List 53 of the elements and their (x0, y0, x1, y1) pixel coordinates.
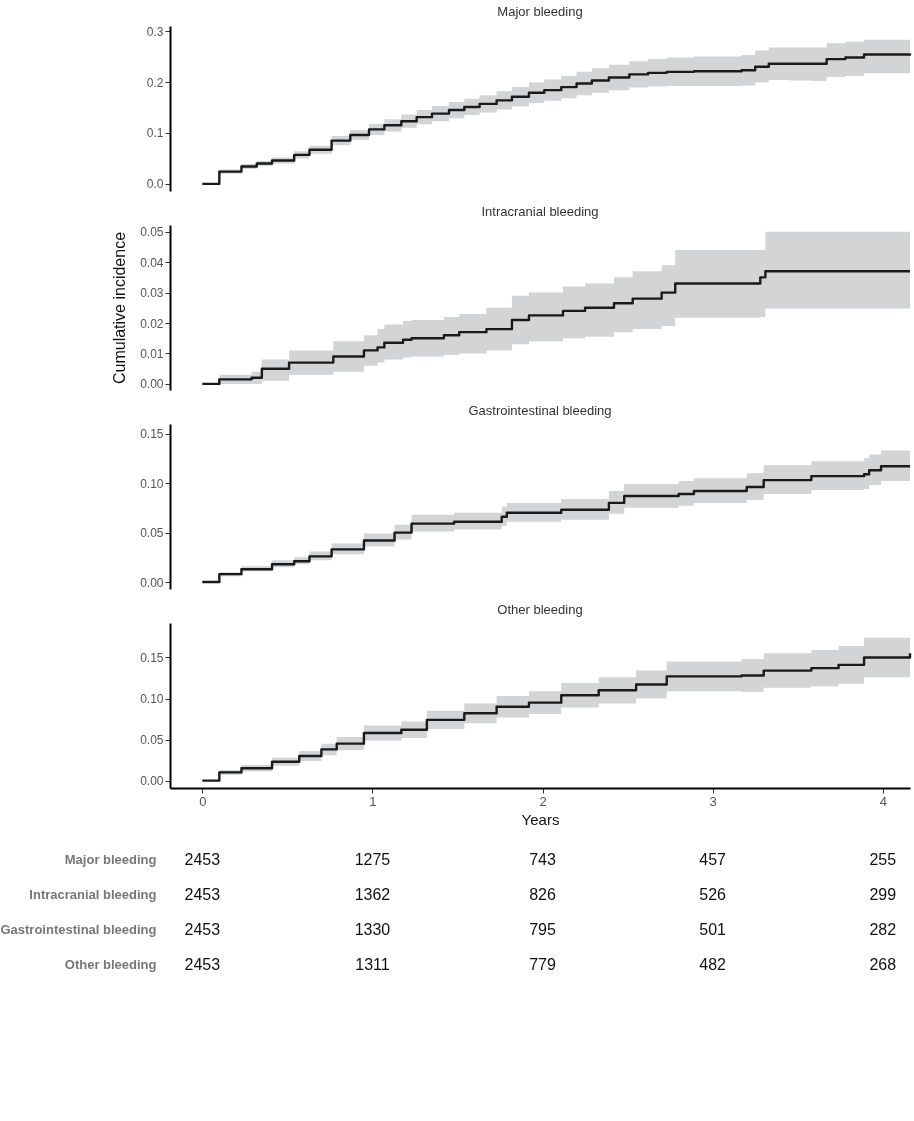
y-tick-label: 0.10 (140, 476, 164, 491)
y-tick-label: 0.05 (140, 733, 164, 748)
chart-title: Other bleeding (497, 602, 583, 617)
x-tick-label: 2 (539, 793, 547, 809)
data-label: 457 (699, 850, 727, 868)
y-tick-label: 0.15 (140, 427, 164, 442)
data-label: 2453 (184, 885, 221, 903)
chart-title: Intracranial bleeding (481, 204, 599, 219)
data-label: 526 (699, 885, 727, 903)
x-axis-title: Years (521, 810, 560, 828)
y-tick-label: Gastrointestinal bleeding (0, 921, 157, 937)
y-tick-label: 0.0 (146, 177, 164, 192)
data-label: 299 (869, 885, 897, 903)
x-tick-label: 1 (369, 793, 377, 809)
data-label: 268 (869, 955, 897, 973)
y-tick-label: 0.05 (140, 526, 164, 541)
data-label: 282 (869, 920, 897, 938)
y-tick-label: Other bleeding (64, 956, 157, 972)
y-tick-label: 0.04 (140, 255, 164, 270)
y-tick-label: 0.03 (140, 286, 164, 301)
x-tick-label: 3 (709, 793, 717, 809)
y-tick-label: Major bleeding (64, 851, 157, 867)
y-tick-label: 0.01 (140, 346, 164, 361)
data-label: 501 (699, 920, 727, 938)
data-label: 795 (529, 920, 556, 938)
data-label: 826 (529, 885, 556, 903)
data-label: 743 (529, 850, 556, 868)
data-label: 2453 (184, 955, 221, 973)
y-tick-label: 0.15 (140, 650, 164, 665)
data-label: 482 (699, 955, 727, 973)
data-label: 2453 (184, 920, 221, 938)
data-label: 255 (869, 850, 897, 868)
data-label: 2453 (184, 850, 221, 868)
x-tick-label: 4 (879, 793, 887, 809)
data-label: 1311 (355, 955, 390, 973)
data-label: 1275 (354, 850, 391, 868)
y-axis-title: Cumulative incidence (111, 231, 129, 385)
y-tick-label: 0.05 (140, 225, 164, 240)
y-tick-label: 0.00 (140, 575, 164, 590)
y-tick-label: 0.1 (146, 126, 164, 141)
data-label: 779 (529, 955, 556, 973)
chart-title: Gastrointestinal bleeding (468, 403, 612, 418)
chart-title: Major bleeding (497, 4, 583, 20)
y-tick-label: 0.3 (146, 24, 164, 39)
x-tick-label: 0 (199, 793, 207, 809)
y-tick-label: 0.10 (140, 692, 164, 707)
data-label: 1362 (354, 885, 391, 903)
y-tick-label: 0.00 (140, 774, 164, 789)
data-label: 1330 (354, 920, 391, 938)
y-tick-label: Intracranial bleeding (29, 886, 157, 902)
y-tick-label: 0.02 (140, 316, 164, 331)
y-tick-label: 0.00 (140, 377, 164, 392)
y-tick-label: 0.2 (146, 75, 164, 90)
